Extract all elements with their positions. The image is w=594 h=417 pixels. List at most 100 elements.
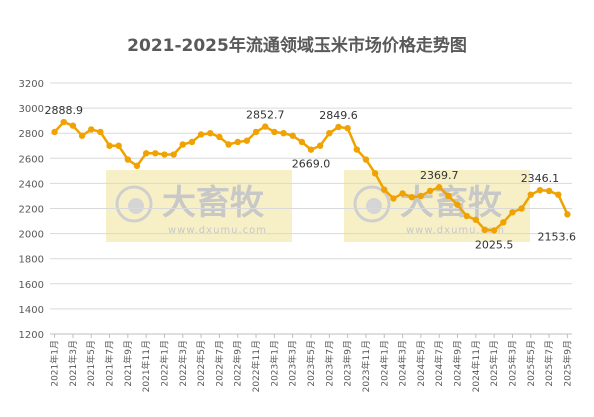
x-tick-label: 2022年5月 (195, 340, 207, 387)
y-tick-label: 1200 (19, 330, 44, 341)
y-tick-label: 1800 (19, 255, 44, 266)
grid-lines (50, 82, 572, 335)
data-point (335, 123, 342, 131)
x-tick-label: 2021年1月 (49, 340, 61, 387)
data-point (426, 187, 434, 195)
data-point (207, 130, 214, 137)
x-tick-label: 2025年1月 (488, 340, 500, 387)
data-point (545, 187, 553, 195)
watermarks: 大畜牧 www.dxumu.com 大畜牧 www.dxumu.com (106, 170, 530, 242)
x-tick-label: 2023年1月 (268, 340, 280, 387)
watermark-url: www.dxumu.com (168, 225, 267, 236)
x-tick-label: 2023年11月 (360, 340, 372, 392)
y-tick-label: 2600 (19, 154, 44, 165)
data-label: 2888.9 (44, 104, 83, 117)
data-point (78, 132, 86, 139)
x-tick-label: 2021年3月 (67, 340, 79, 387)
watermark: 大畜牧 www.dxumu.com (106, 170, 292, 242)
logo-dot-icon (366, 198, 382, 214)
y-tick-label: 1600 (19, 280, 44, 291)
data-point (298, 138, 306, 146)
data-point (243, 137, 251, 144)
data-point (463, 212, 470, 220)
data-point (490, 227, 498, 234)
data-point (527, 191, 534, 198)
x-tick-label: 2022年1月 (158, 340, 170, 387)
data-point (60, 118, 67, 126)
x-tick-label: 2021年9月 (122, 340, 134, 387)
y-tick-label: 2200 (19, 205, 44, 216)
logo-icon (353, 185, 391, 223)
y-tick-label: 3200 (19, 79, 44, 90)
data-point (326, 130, 333, 137)
x-tick-label: 2025年9月 (561, 340, 573, 387)
x-tick-label: 2022年3月 (177, 340, 189, 387)
y-tick-label: 3000 (19, 104, 44, 115)
data-point (371, 170, 379, 177)
data-point (234, 138, 241, 146)
data-point (353, 146, 360, 153)
data-point (390, 195, 397, 202)
x-tick-label: 2024年5月 (415, 340, 427, 387)
data-point (280, 130, 287, 137)
x-tick-label: 2025年3月 (506, 340, 518, 387)
series-points (51, 118, 571, 234)
x-tick-label: 2025年7月 (543, 340, 555, 387)
x-tick-label: 2024年7月 (433, 340, 445, 387)
data-point (536, 186, 544, 194)
data-point (472, 216, 480, 223)
x-tick-label: 2025年5月 (525, 340, 537, 387)
data-point (51, 128, 58, 136)
y-tick-label: 2400 (19, 179, 44, 190)
data-point (500, 219, 507, 226)
x-axis: 2021年1月 2021年3月 2021年5月 2021年7月 2021年9月 2021年… (49, 334, 573, 392)
data-point (106, 142, 113, 149)
logo-dot-icon (128, 198, 144, 214)
data-point (225, 141, 232, 148)
x-tick-label: 2024年3月 (397, 340, 409, 387)
data-point (454, 201, 461, 208)
y-tick-label: 2800 (19, 129, 44, 140)
watermark-url: www.dxumu.com (406, 225, 505, 236)
x-tick-label: 2023年3月 (287, 340, 299, 387)
data-point (289, 132, 296, 139)
x-tick-label: 2024年11月 (470, 340, 482, 392)
data-point (316, 142, 324, 149)
data-point (481, 226, 489, 234)
data-point (381, 186, 388, 193)
data-point (69, 122, 77, 129)
data-point (436, 184, 443, 191)
data-point (179, 141, 186, 148)
x-tick-label: 2021年7月 (104, 340, 116, 387)
x-tick-label: 2023年7月 (323, 340, 335, 387)
data-point (509, 209, 516, 216)
data-point (188, 138, 196, 146)
x-tick-label: 2022年9月 (232, 340, 244, 387)
data-point (564, 211, 571, 218)
data-label: 2153.6 (538, 230, 577, 243)
watermark-brand: 大畜牧 (400, 183, 503, 223)
data-point (252, 128, 260, 136)
data-point (88, 126, 95, 133)
data-point (518, 205, 525, 212)
data-point (216, 133, 223, 141)
data-point (115, 142, 122, 149)
x-tick-label: 2021年5月 (85, 340, 97, 387)
data-point (197, 131, 205, 138)
x-tick-label: 2022年11月 (250, 340, 262, 392)
x-tick-label: 2022年7月 (213, 340, 225, 387)
data-label: 2669.0 (292, 158, 331, 171)
data-label: 2849.6 (319, 109, 358, 122)
data-point (161, 151, 168, 158)
data-point (262, 123, 269, 130)
logo-icon (115, 185, 153, 223)
data-point (97, 128, 104, 136)
data-point (555, 191, 562, 198)
data-point (408, 194, 415, 201)
data-point (445, 192, 452, 200)
data-point (124, 156, 132, 163)
data-point (133, 162, 141, 170)
data-label: 2025.5 (475, 238, 514, 251)
data-point (344, 124, 351, 132)
data-point (271, 128, 278, 136)
